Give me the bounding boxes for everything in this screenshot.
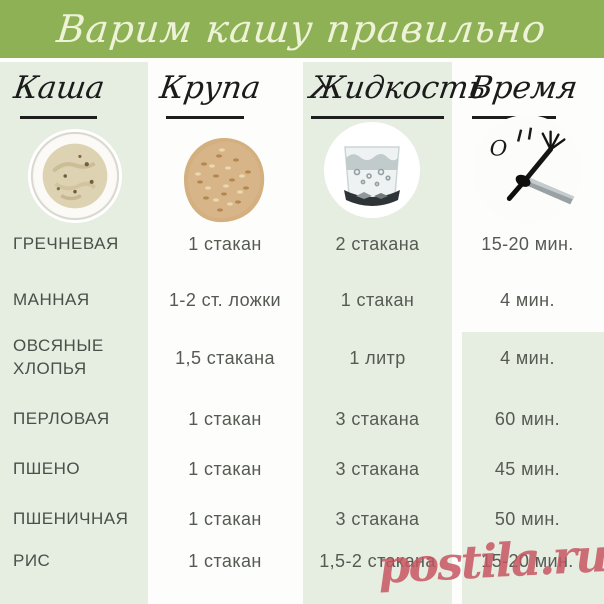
table-row: РИС 1 стакан 1,5-2 стакана 15-20 мин. xyxy=(0,543,604,579)
svg-text:O: O xyxy=(490,136,508,161)
table-row: ПЕРЛОВАЯ 1 стакан 3 стакана 60 мин. xyxy=(0,401,604,437)
vremya-value: 45 мин. xyxy=(494,458,561,479)
krupa-value: 1 стакан xyxy=(188,458,262,479)
krupa-value: 1,5 стакана xyxy=(175,347,275,368)
table-row: МАННАЯ 1-2 ст. ложки 1 стакан 4 мин. xyxy=(0,282,604,318)
kasha-name: ПШЕНО xyxy=(13,458,81,478)
column-header-label: Крупа xyxy=(157,70,263,106)
kasha-name: РИС xyxy=(13,550,51,570)
column-header-vremya: Время xyxy=(467,70,579,106)
table-row: ОВСЯНЫЕ ХЛОПЬЯ 1,5 стакана 1 литр 4 мин. xyxy=(0,330,604,386)
column-header-label: Каша xyxy=(11,70,107,106)
kasha-name: ОВСЯНЫЕ ХЛОПЬЯ xyxy=(13,336,104,378)
vremya-value: 60 мин. xyxy=(494,408,561,429)
kasha-name: ГРЕЧНЕВАЯ xyxy=(13,233,119,253)
table-row: ПШЕНО 1 стакан 3 стакана 45 мин. xyxy=(0,451,604,487)
table-row: ГРЕЧНЕВАЯ 1 стакан 2 стакана 15-20 мин. xyxy=(0,226,604,262)
page-title: Варим кашу правильно xyxy=(55,7,549,51)
column-stripe-vremya xyxy=(462,332,604,604)
vremya-value: 15-20 мин. xyxy=(481,550,574,571)
header-underline xyxy=(166,116,244,119)
zhidkost-value: 3 стакана xyxy=(335,458,420,479)
krupa-value: 1 стакан xyxy=(188,550,262,571)
zhidkost-value: 1 стакан xyxy=(340,289,415,310)
grain-pile-icon xyxy=(184,138,265,223)
column-header-zhidkost: Жидкость xyxy=(307,70,487,106)
porridge-bowl-icon xyxy=(27,128,123,224)
table-row: ПШЕНИЧНАЯ 1 стакан 3 стакана 50 мин. xyxy=(0,501,604,537)
vremya-value: 4 мин. xyxy=(500,347,555,368)
zhidkost-value: 1,5-2 стакана xyxy=(319,550,436,571)
zhidkost-value: 2 стакана xyxy=(335,233,420,254)
header-underline xyxy=(20,116,97,119)
fork-clock-icon: O xyxy=(472,114,582,224)
column-header-kasha: Каша xyxy=(11,70,107,106)
title-banner: Варим кашу правильно xyxy=(0,0,604,58)
zhidkost-value: 3 стакана xyxy=(335,408,420,429)
column-header-krupa: Крупа xyxy=(157,70,262,106)
krupa-value: 1 стакан xyxy=(188,508,262,529)
column-header-label: Время xyxy=(467,70,580,106)
zhidkost-value: 3 стакана xyxy=(335,508,420,529)
krupa-value: 1 стакан xyxy=(188,408,262,429)
kasha-name: ПШЕНИЧНАЯ xyxy=(13,508,129,528)
water-glass-icon xyxy=(324,122,420,218)
vremya-value: 15-20 мин. xyxy=(481,233,574,254)
kasha-name: ПЕРЛОВАЯ xyxy=(13,408,110,428)
krupa-value: 1 стакан xyxy=(188,233,262,254)
krupa-value: 1-2 ст. ложки xyxy=(169,289,281,310)
kasha-name: МАННАЯ xyxy=(13,289,90,309)
header-underline xyxy=(311,116,444,119)
vremya-value: 4 мин. xyxy=(500,289,555,310)
vremya-value: 50 мин. xyxy=(494,508,561,529)
zhidkost-value: 1 литр xyxy=(349,347,406,368)
column-header-label: Жидкость xyxy=(307,70,488,106)
